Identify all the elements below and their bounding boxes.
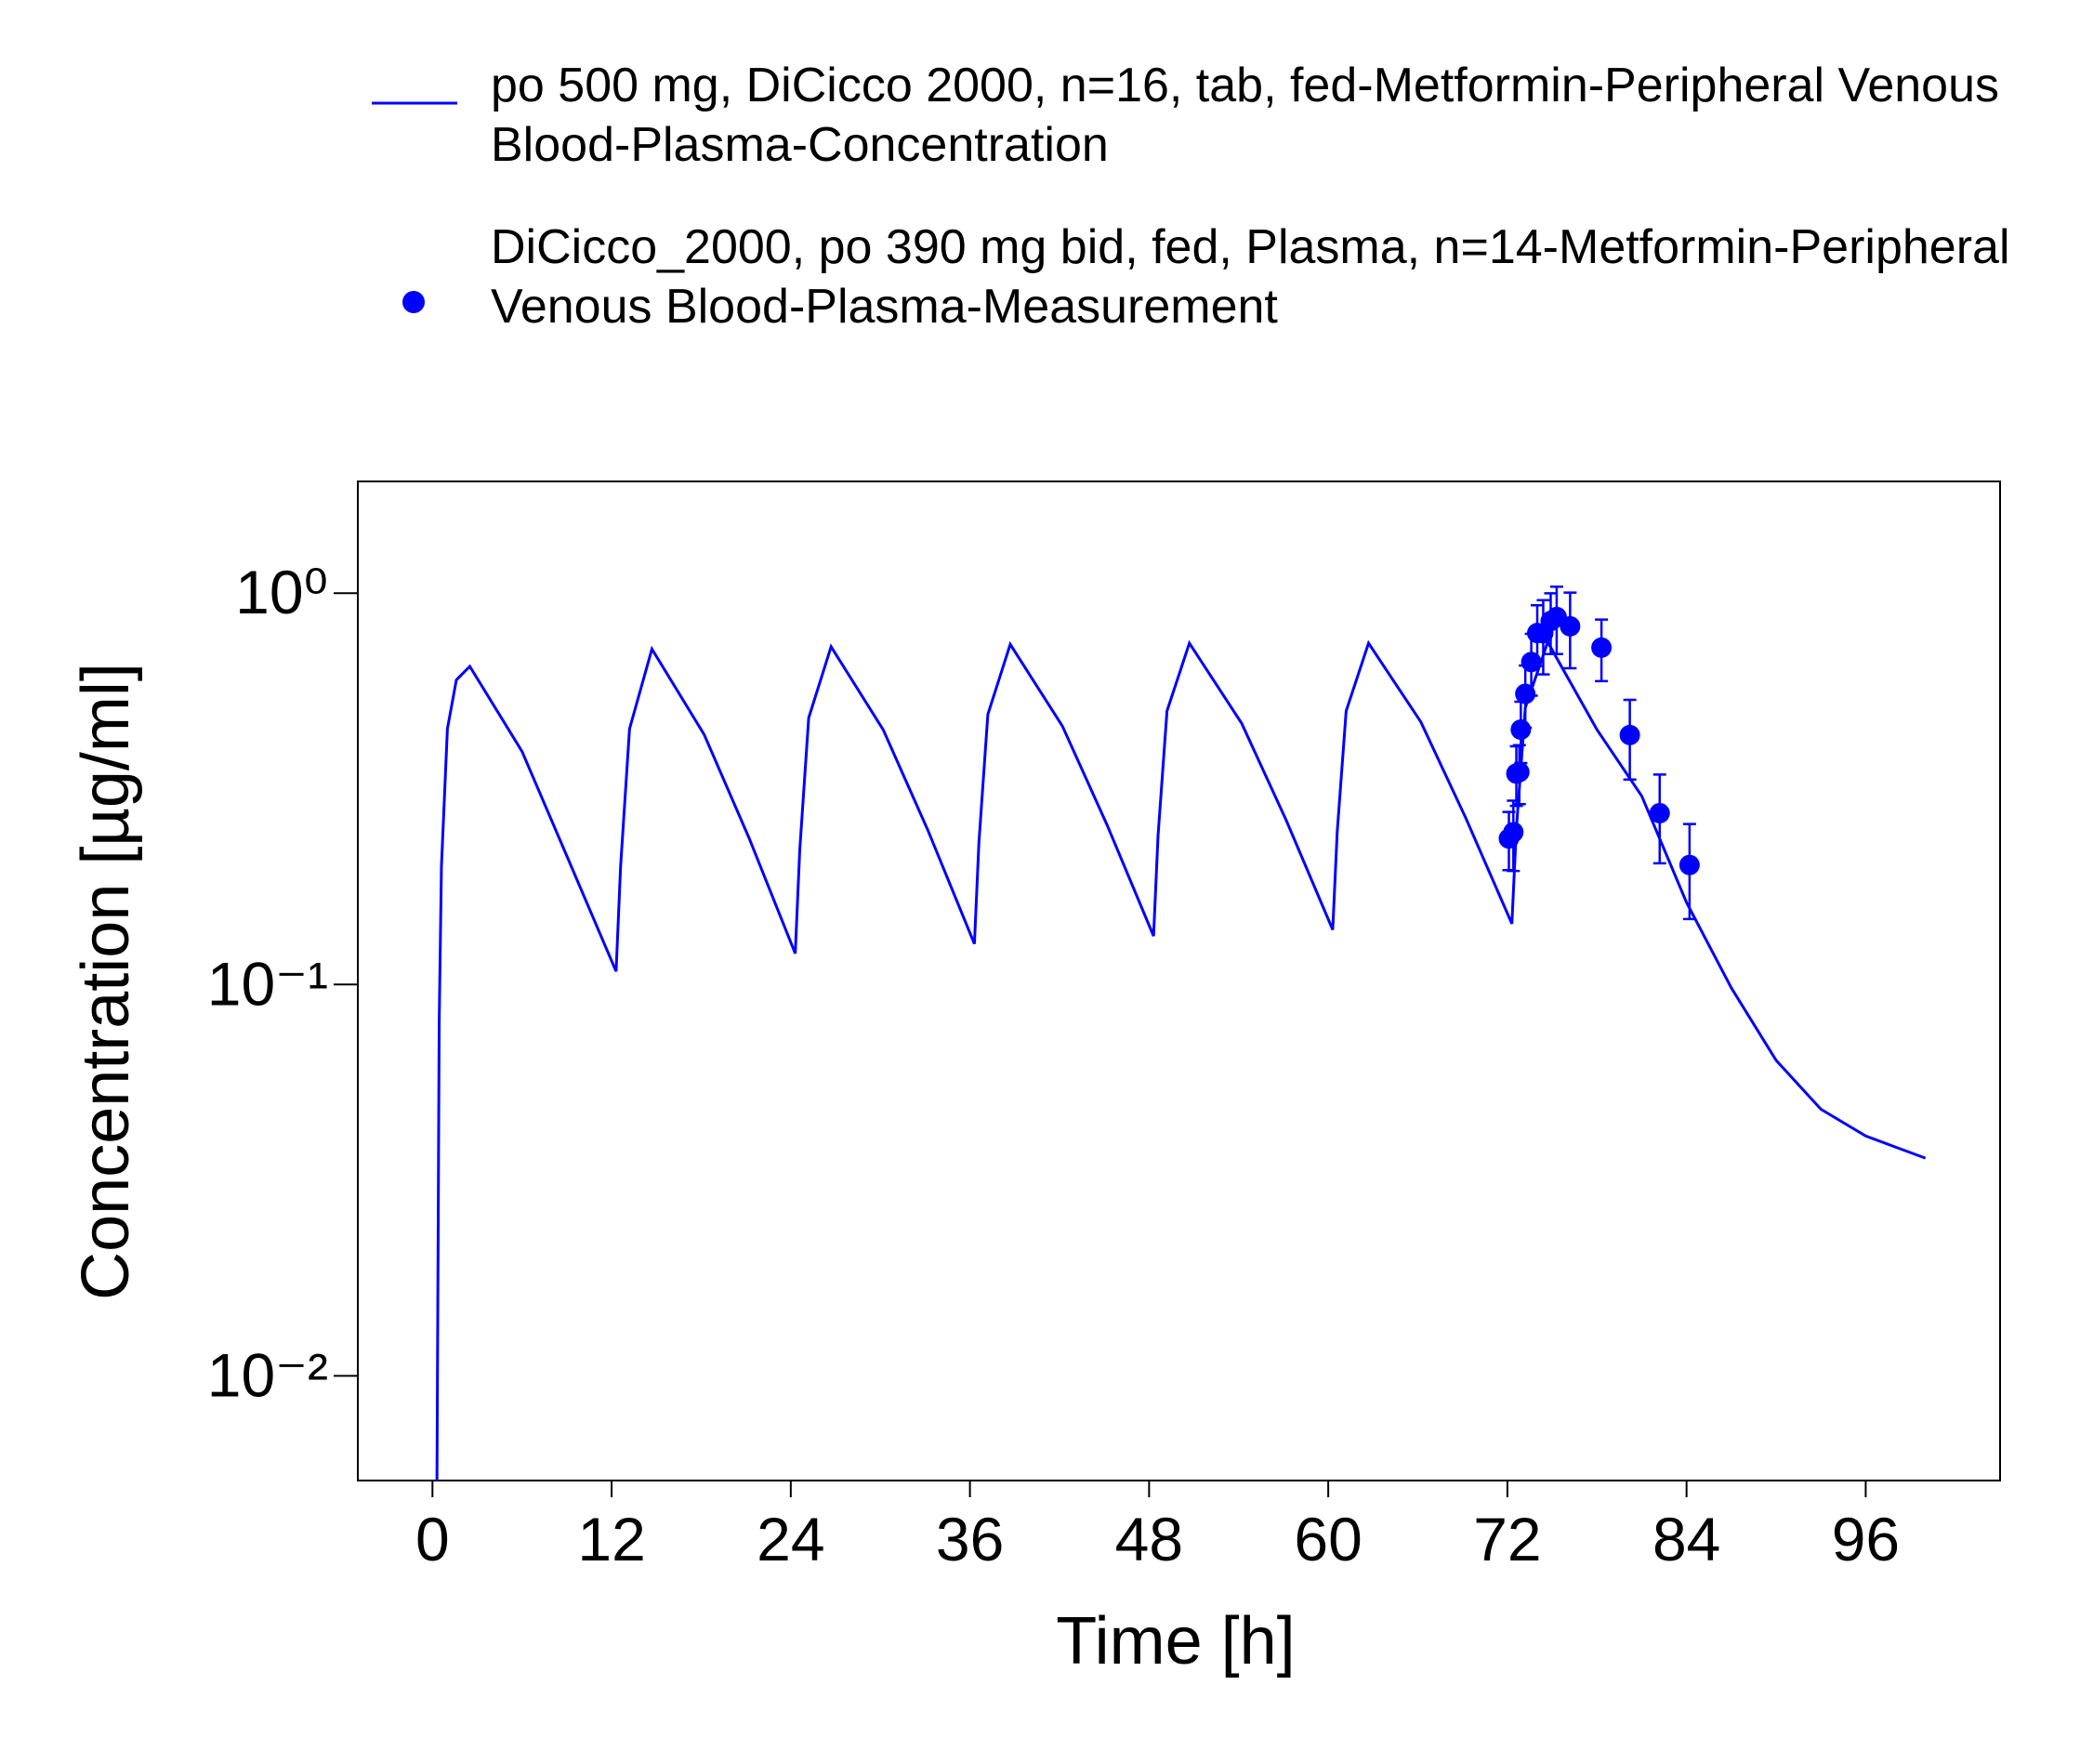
x-axis-label: Time [h]	[1056, 1604, 1295, 1678]
data-point	[1560, 615, 1581, 637]
series-line	[435, 638, 1927, 1481]
data-point	[1619, 724, 1640, 745]
legend-label: po 500 mg, DiCicco 2000, n=16, tab, fed-…	[491, 59, 2000, 172]
data-point	[1591, 637, 1613, 658]
y-tick-label: 10⁻¹	[207, 949, 328, 1018]
y-axis-label: Concentration [µg/ml]	[69, 663, 143, 1300]
x-tick-label: 24	[757, 1505, 824, 1573]
data-point	[1515, 683, 1536, 704]
x-tick-label: 48	[1115, 1505, 1183, 1573]
x-tick-label: 84	[1652, 1505, 1720, 1573]
data-point	[1678, 854, 1700, 875]
data-point	[1510, 719, 1532, 741]
x-tick-label: 36	[936, 1505, 1004, 1573]
y-tick-label: 10⁰	[235, 558, 328, 626]
data-point	[1508, 761, 1530, 783]
y-tick-label: 10⁻²	[207, 1340, 328, 1409]
legend-label: DiCicco_2000, po 390 mg bid, fed, Plasma…	[491, 220, 2010, 334]
x-tick-label: 60	[1294, 1505, 1362, 1573]
plot-area	[435, 585, 1927, 1481]
x-tick-label: 96	[1832, 1505, 1900, 1573]
data-point	[1503, 822, 1524, 843]
x-tick-label: 72	[1473, 1505, 1541, 1573]
data-point	[1521, 652, 1542, 673]
x-tick-label: 12	[577, 1505, 645, 1573]
legend-marker	[402, 291, 425, 313]
plot-frame	[357, 480, 2001, 1481]
data-point	[1649, 802, 1670, 823]
x-tick-label: 0	[415, 1505, 450, 1573]
